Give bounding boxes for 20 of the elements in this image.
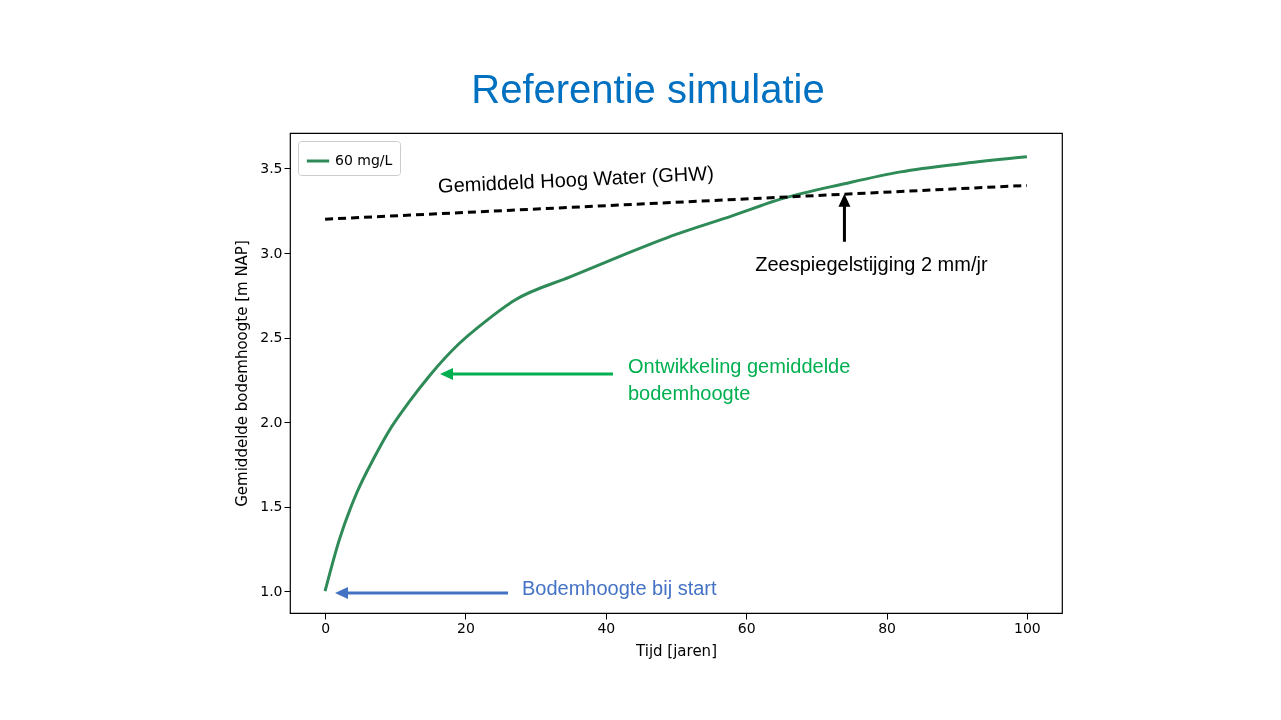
x-tick-label: 60 [737, 619, 756, 636]
y-tick-label: 2.5 [260, 329, 283, 346]
y-tick-label: 2.0 [260, 413, 283, 430]
annotation: Zeespiegelstijging 2 mm/jr [755, 252, 988, 275]
y-tick-label: 3.0 [260, 244, 283, 261]
annotation: Bodemhoogte bij start [522, 577, 717, 599]
y-tick-label: 1.5 [260, 498, 283, 515]
y-tick-label: 1.0 [260, 582, 283, 599]
annotation: Gemiddeld Hoog Water (GHW) [437, 161, 715, 197]
x-tick-label: 80 [878, 619, 896, 636]
legend-label: 60 mg/L [335, 152, 393, 168]
x-tick-label: 40 [597, 619, 616, 636]
y-axis-title: Gemiddelde bodemhoogte [m NAP] [233, 240, 252, 507]
x-tick-label: 20 [457, 619, 475, 636]
y-tick-label: 3.5 [260, 159, 283, 176]
x-tick-label: 0 [321, 619, 331, 636]
x-tick-label: 100 [1014, 619, 1041, 636]
chart-title: Referentie simulatie [471, 67, 825, 111]
x-axis-title: Tijd [jaren] [635, 641, 717, 660]
annotation: Ontwikkeling gemiddelde bodemhoogte [628, 355, 851, 404]
